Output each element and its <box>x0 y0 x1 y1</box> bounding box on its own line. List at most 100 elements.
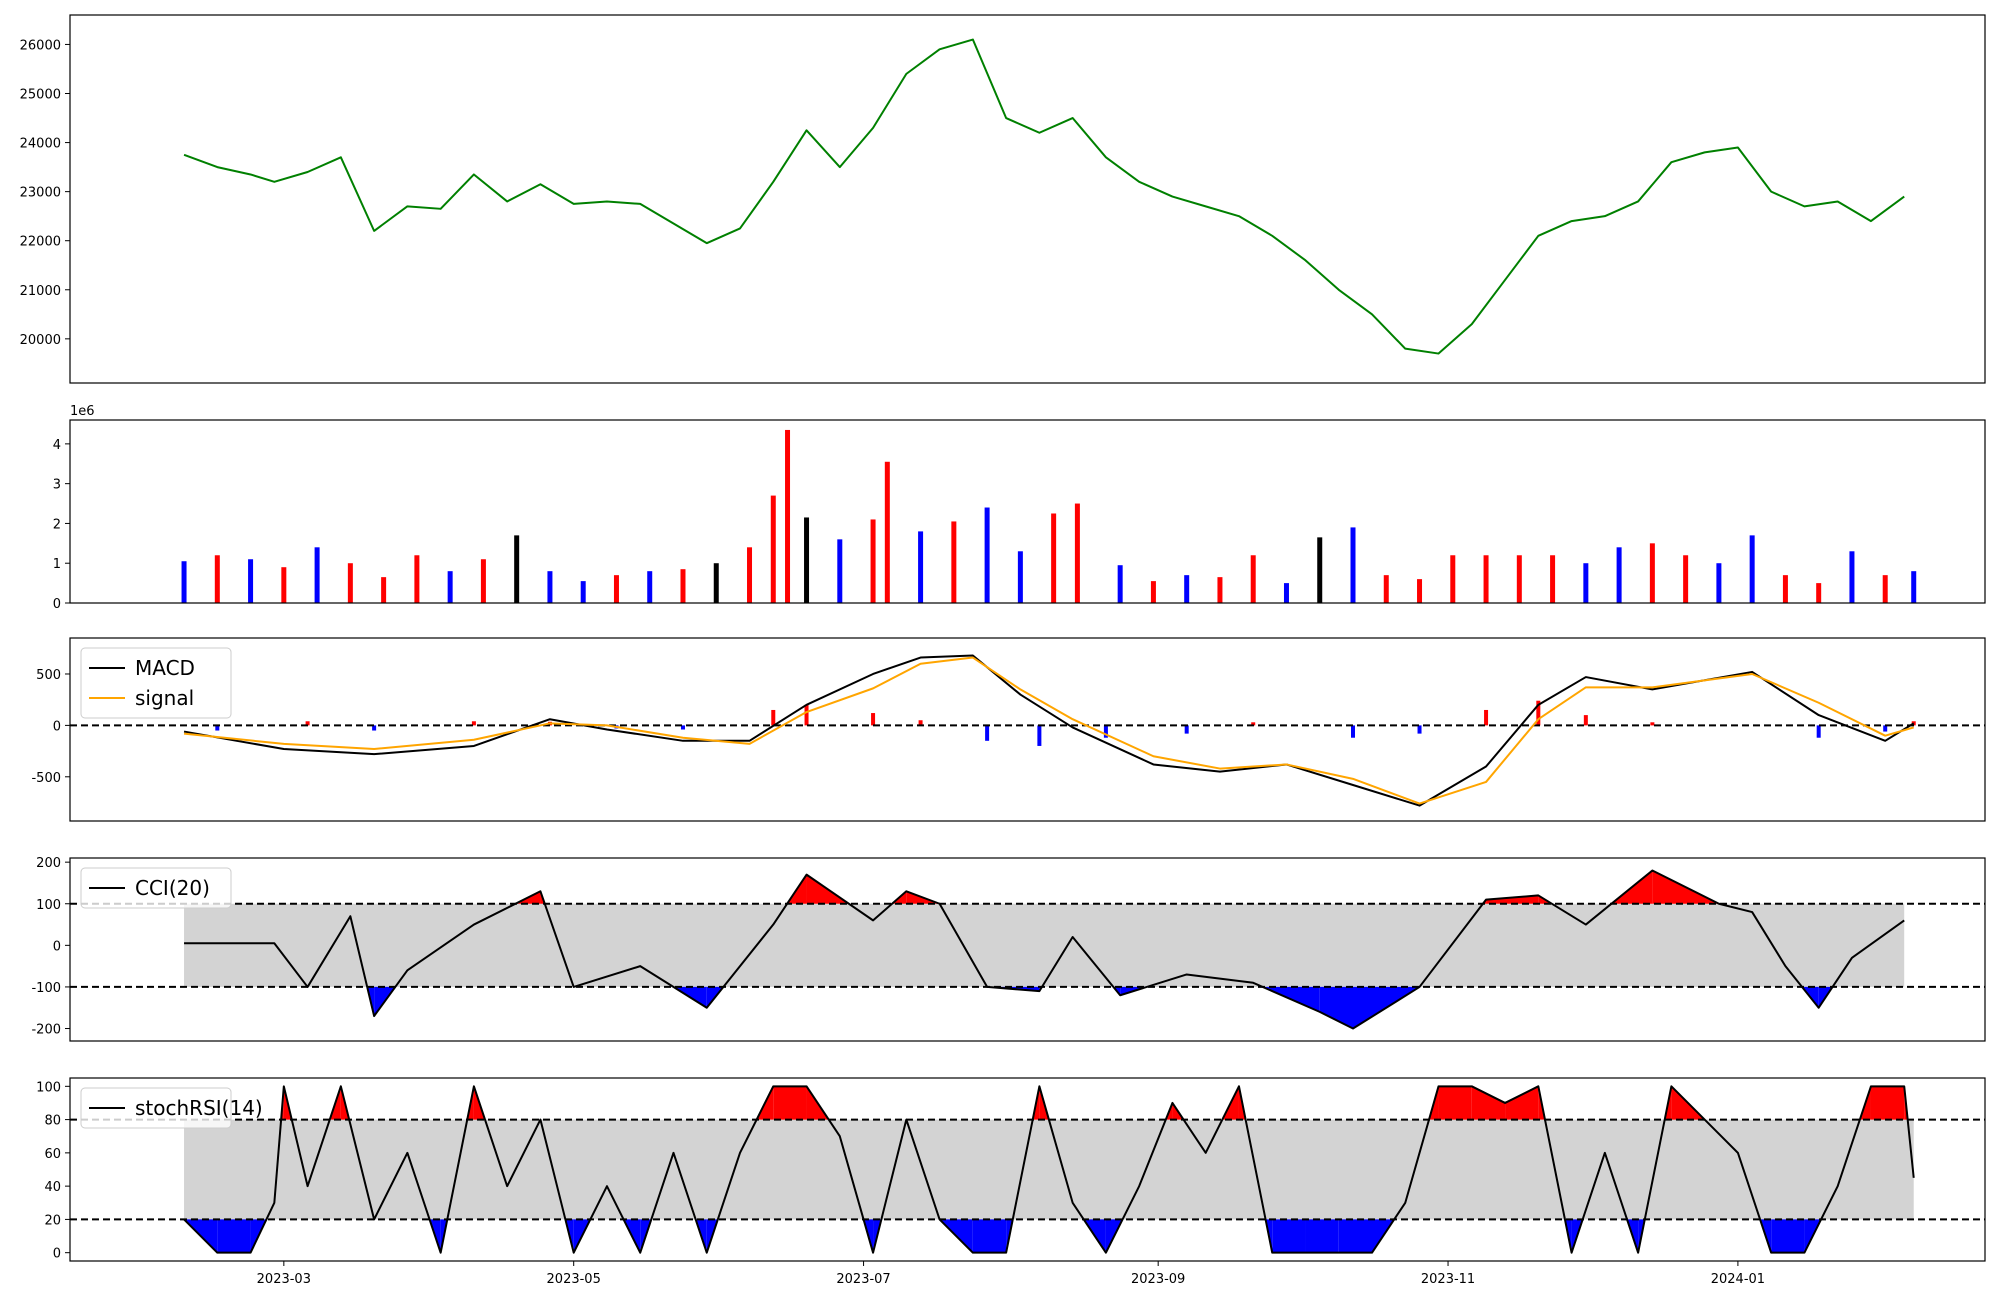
volume-bar <box>347 563 353 603</box>
price-line <box>183 38 1905 355</box>
volume-bar <box>1782 575 1788 603</box>
y-tick-label: 0 <box>53 939 61 954</box>
macd-histogram-bar <box>1037 725 1042 746</box>
volume-bar <box>580 581 586 603</box>
volume-bar <box>480 559 486 603</box>
volume-bar <box>1583 563 1589 603</box>
volume-bar <box>680 569 686 603</box>
y-tick-label: 20000 <box>20 333 61 348</box>
volume-bar <box>747 547 753 603</box>
volume-bar <box>785 429 791 603</box>
macd-histogram-bar <box>305 721 310 726</box>
macd-histogram-bar <box>1184 725 1189 734</box>
y-tick-label: 24000 <box>20 137 61 152</box>
x-tick-label: 2023-03 <box>257 1272 311 1287</box>
panel-stochrsi: 0 20 40 60 80 100 stochRSI(14) 2023-03 2023-05 20… <box>36 1077 1986 1287</box>
macd-histogram-bar <box>1816 725 1821 738</box>
macd-axes-frame <box>69 637 1986 822</box>
volume-bar <box>1450 555 1456 603</box>
volume-bar <box>984 507 990 603</box>
legend-box <box>80 1087 232 1129</box>
y-tick-label: 80 <box>44 1114 61 1129</box>
volume-bar <box>1616 547 1622 603</box>
legend-box <box>80 647 232 719</box>
macd-histogram-bar <box>1583 715 1588 726</box>
volume-bar <box>1017 551 1023 603</box>
volume-bar <box>1317 537 1323 603</box>
stochrsi-axes-frame <box>69 1077 1986 1262</box>
volume-bar <box>248 559 254 603</box>
macd-histogram-bar <box>1251 722 1256 726</box>
legend-label: signal <box>135 686 194 710</box>
volume-bar <box>381 577 387 603</box>
volume-bar <box>1117 565 1123 603</box>
cci-oversold-fill <box>1319 986 1354 1029</box>
stochrsi-oversold-fill <box>1272 1219 1306 1253</box>
panel-volume: 0 1 2 3 4 1e6 <box>53 404 1986 612</box>
volume-bar <box>1051 513 1057 603</box>
y-tick-label: 0 <box>53 597 61 612</box>
y-tick-label: 2 <box>53 517 61 532</box>
volume-bar <box>447 571 453 603</box>
x-tick-label: 2023-09 <box>1131 1272 1185 1287</box>
volume-bar <box>214 555 220 603</box>
legend-box <box>80 867 232 909</box>
macd-histogram-bar <box>871 713 876 726</box>
y-tick-label: 40 <box>44 1180 61 1195</box>
y-tick-label: 100 <box>36 1080 61 1095</box>
y-tick-label: 100 <box>36 898 61 913</box>
volume-bar <box>514 535 520 603</box>
volume-bar <box>713 563 719 603</box>
y-tick-label: 3 <box>53 478 61 493</box>
x-tick-label: 2023-07 <box>836 1272 890 1287</box>
cci-neutral-band <box>184 903 1905 987</box>
stochrsi-line <box>183 1085 1915 1254</box>
volume-bar <box>1882 575 1888 603</box>
y-tick-label: 26000 <box>20 38 61 53</box>
y-tick-label: 20 <box>44 1213 61 1228</box>
y-tick-label: 23000 <box>20 186 61 201</box>
macd-histogram-bar <box>1536 700 1541 726</box>
volume-bar <box>1483 555 1489 603</box>
macd-histogram-bar <box>1484 709 1489 726</box>
stochrsi-neutral-band <box>184 1119 1914 1220</box>
volume-bar <box>181 561 187 603</box>
x-tick-label: 2023-05 <box>547 1272 601 1287</box>
y-tick-label: 0 <box>53 719 61 734</box>
x-tick-label: 2023-11 <box>1421 1272 1475 1287</box>
macd-histogram-bar <box>918 720 923 726</box>
panel-price: 20000 21000 22000 23000 24000 25000 26000 <box>20 14 1986 384</box>
volume-bar <box>1911 571 1917 603</box>
volume-bar <box>647 571 653 603</box>
stochrsi-oversold-fill <box>217 1219 251 1253</box>
y-tick-label: 60 <box>44 1147 61 1162</box>
legend-label: MACD <box>135 656 195 680</box>
price-axes-frame <box>69 14 1986 384</box>
macd-line <box>183 656 1914 805</box>
volume-bar <box>1074 503 1080 603</box>
y-tick-label: -100 <box>31 981 61 996</box>
macd-histogram-bar <box>471 721 476 726</box>
volume-bar <box>1383 575 1389 603</box>
volume-bar <box>1849 551 1855 603</box>
macd-histogram-bar <box>1650 722 1655 726</box>
stochrsi-oversold-fill <box>1338 1219 1373 1253</box>
y-offset-label: 1e6 <box>70 404 95 419</box>
volume-bar <box>951 521 957 603</box>
cci-overbought-fill <box>1486 895 1539 904</box>
macd-histogram-bar <box>985 725 990 741</box>
panel-cci: -200 -100 0 100 200 CCI(20) <box>31 856 1986 1042</box>
stochrsi-overbought-fill <box>1505 1086 1539 1120</box>
volume-bar <box>1749 535 1755 603</box>
macd-histogram-bar <box>771 709 776 726</box>
volume-bar <box>870 519 876 603</box>
volume-bar <box>1150 581 1156 603</box>
macd-histogram-bar <box>680 725 685 730</box>
volume-bar <box>1217 577 1223 603</box>
volume-bar <box>804 517 810 603</box>
volume-bar <box>1649 543 1655 603</box>
volume-bar <box>1516 555 1522 603</box>
y-tick-label: 22000 <box>20 235 61 250</box>
y-tick-label: -200 <box>31 1023 61 1038</box>
